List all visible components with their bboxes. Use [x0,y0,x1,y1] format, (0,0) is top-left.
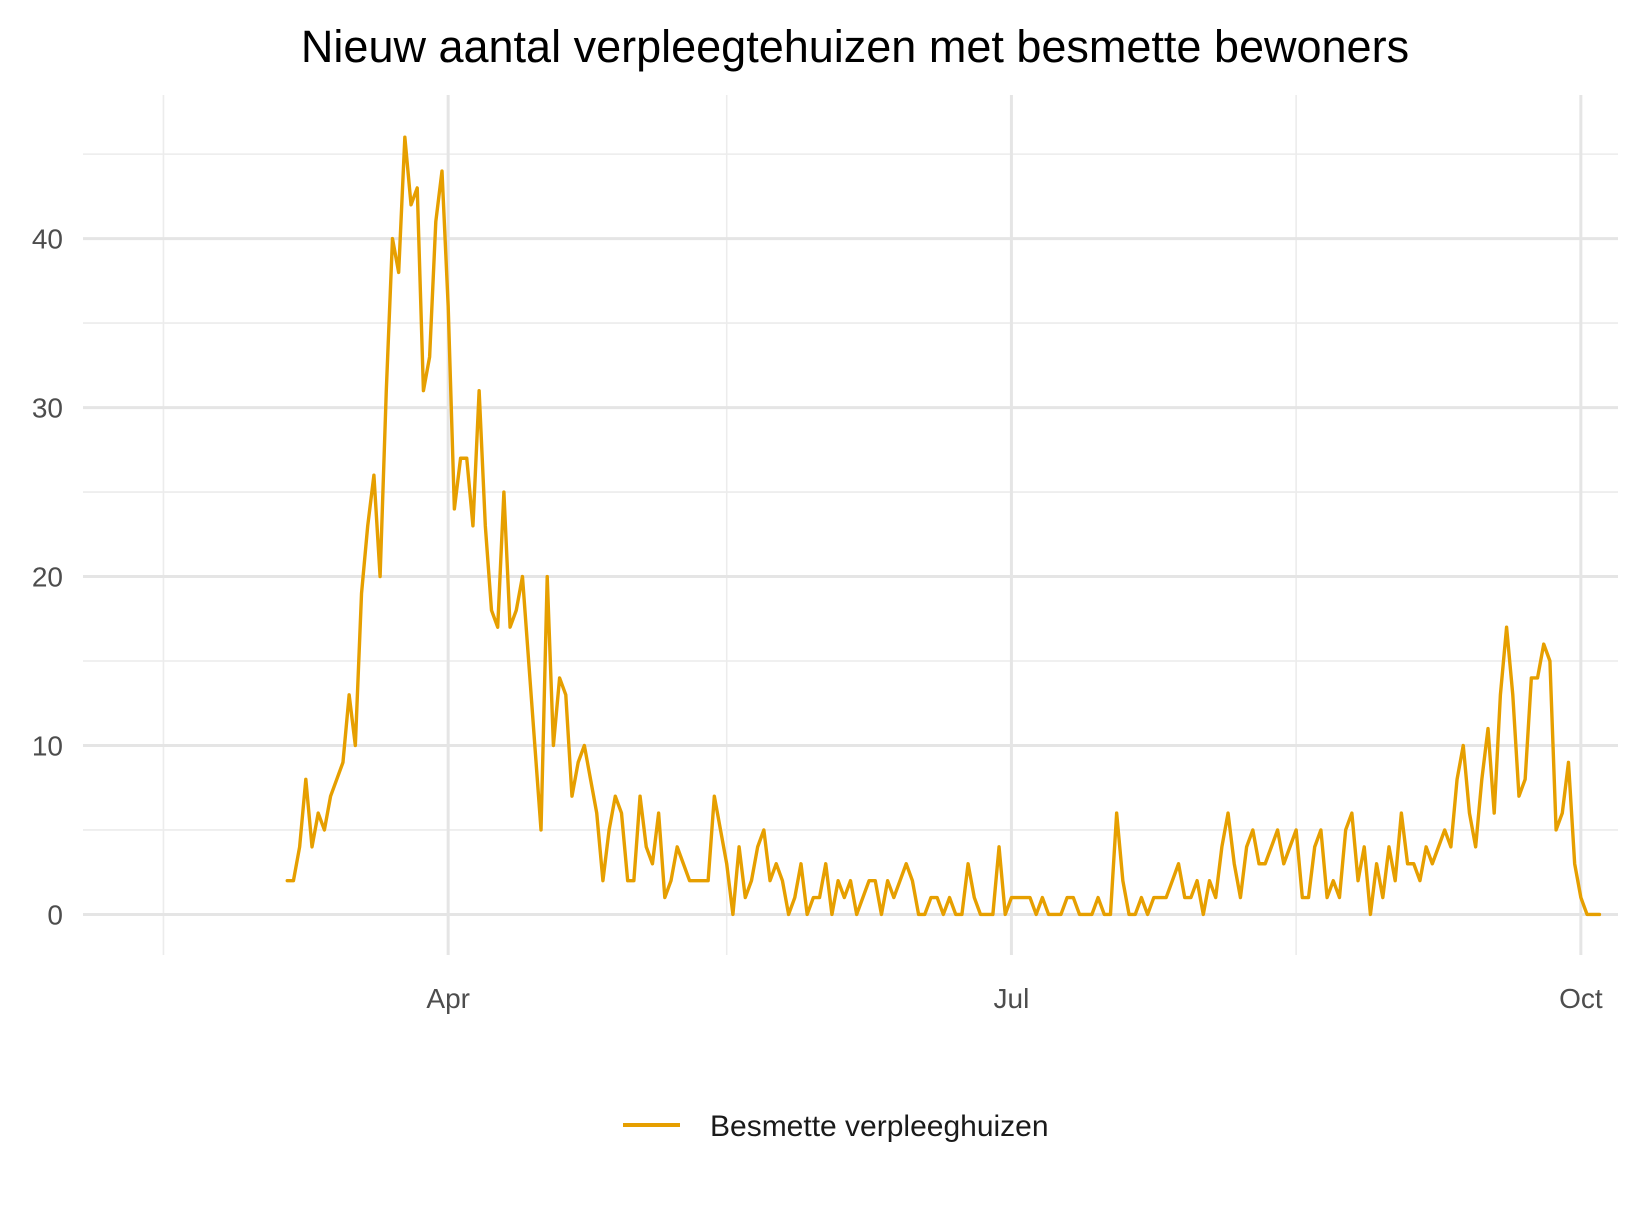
x-tick-label: Oct [1559,983,1603,1014]
legend-label: Besmette verpleeghuizen [710,1110,1049,1143]
y-tick-label: 0 [47,899,63,930]
series-layer [285,135,1602,917]
axis-tick-labels: 0 10 20 30 40 Apr Jul Oct [32,224,1603,1014]
grid [83,95,1618,955]
x-tick-label: Apr [426,983,470,1014]
y-tick-label: 20 [32,562,63,593]
chart-title: Nieuw aantal verpleegtehuizen met besmet… [301,21,1409,72]
y-tick-label: 10 [32,730,63,761]
y-tick-label: 30 [32,393,63,424]
y-tick-label: 40 [32,224,63,255]
x-tick-label: Jul [994,983,1030,1014]
legend: Besmette verpleeghuizen [623,1110,1049,1143]
series-line [285,135,1602,917]
